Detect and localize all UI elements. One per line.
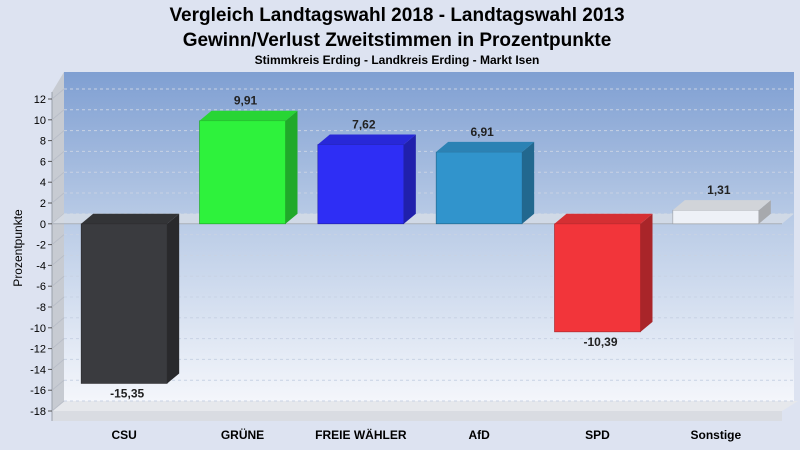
y-tick-label: -8 <box>36 302 46 314</box>
data-label: 9,91 <box>234 94 258 108</box>
bar-side <box>758 200 771 224</box>
bar <box>435 151 523 225</box>
data-label: 7,62 <box>352 118 376 132</box>
gridline-side <box>51 171 65 183</box>
bar-side <box>167 213 180 384</box>
gridline-side <box>51 151 65 162</box>
bar-side <box>285 110 298 224</box>
gridline-side <box>51 255 65 266</box>
y-tick-label: -18 <box>30 406 46 418</box>
gridline-side <box>51 296 65 308</box>
y-tick-label: -16 <box>30 385 46 397</box>
bar-top <box>317 134 416 145</box>
y-tick-label: -6 <box>36 281 46 293</box>
y-tick-label: 4 <box>40 177 46 189</box>
plot-back-wall <box>64 72 794 401</box>
x-tick-label: Sonstige <box>690 428 741 442</box>
y-tick-label: 10 <box>34 115 46 127</box>
gridline-side <box>51 192 65 204</box>
y-tick-label: -10 <box>30 323 46 335</box>
gridline-side <box>51 234 65 245</box>
bar-top <box>436 141 535 152</box>
data-label: -10,39 <box>583 335 617 349</box>
x-tick-label: FREIE WÄHLER <box>315 427 407 442</box>
data-label: 1,31 <box>707 183 731 197</box>
y-tick-label: -14 <box>30 364 46 376</box>
plot-left-wall <box>52 72 64 411</box>
bar-top <box>81 213 180 224</box>
bar <box>80 223 168 384</box>
chart-subsubtitle: Stimmkreis Erding - Landkreis Erding - M… <box>255 53 540 67</box>
bar <box>317 144 405 225</box>
bar-top <box>199 110 298 121</box>
bar-side <box>522 141 535 224</box>
y-tick-label: 2 <box>40 198 46 210</box>
chart-subtitle: Gewinn/Verlust Zweitstimmen in Prozentpu… <box>183 30 612 51</box>
x-tick-label: CSU <box>111 428 136 442</box>
y-tick-label: -2 <box>36 240 46 252</box>
bar <box>199 120 286 225</box>
bar <box>672 209 760 225</box>
y-tick-label: -12 <box>30 344 46 356</box>
y-axis-label: Prozentpunkte <box>11 209 25 287</box>
plot-floor <box>52 401 798 411</box>
bar-side <box>403 134 416 224</box>
gridline-side <box>51 338 65 349</box>
y-tick-label: 8 <box>40 136 46 148</box>
x-tick-label: GRÜNE <box>221 427 264 442</box>
gridline-side <box>51 359 65 370</box>
plot-floor-front <box>52 411 782 421</box>
y-tick-label: 12 <box>34 94 46 106</box>
gridline-side <box>51 109 65 121</box>
gridline-side <box>51 400 65 412</box>
gridline-side <box>51 275 65 287</box>
x-tick-label: SPD <box>585 428 610 442</box>
gridline-side <box>51 88 65 100</box>
data-label: -15,35 <box>110 386 144 400</box>
y-tick-label: 0 <box>40 219 46 231</box>
bar-top <box>672 200 771 211</box>
bar-top <box>554 213 653 224</box>
y-tick-label: 6 <box>40 156 46 168</box>
bar <box>554 223 641 333</box>
bar-side <box>640 213 653 332</box>
x-tick-label: AfD <box>469 428 491 442</box>
gridline-side <box>51 317 65 329</box>
gridline-side <box>51 130 65 141</box>
y-tick-label: -4 <box>36 260 46 272</box>
gridline-side <box>51 379 65 391</box>
chart-title: Vergleich Landtagswahl 2018 - Landtagswa… <box>169 5 624 26</box>
data-label: 6,91 <box>470 125 494 139</box>
